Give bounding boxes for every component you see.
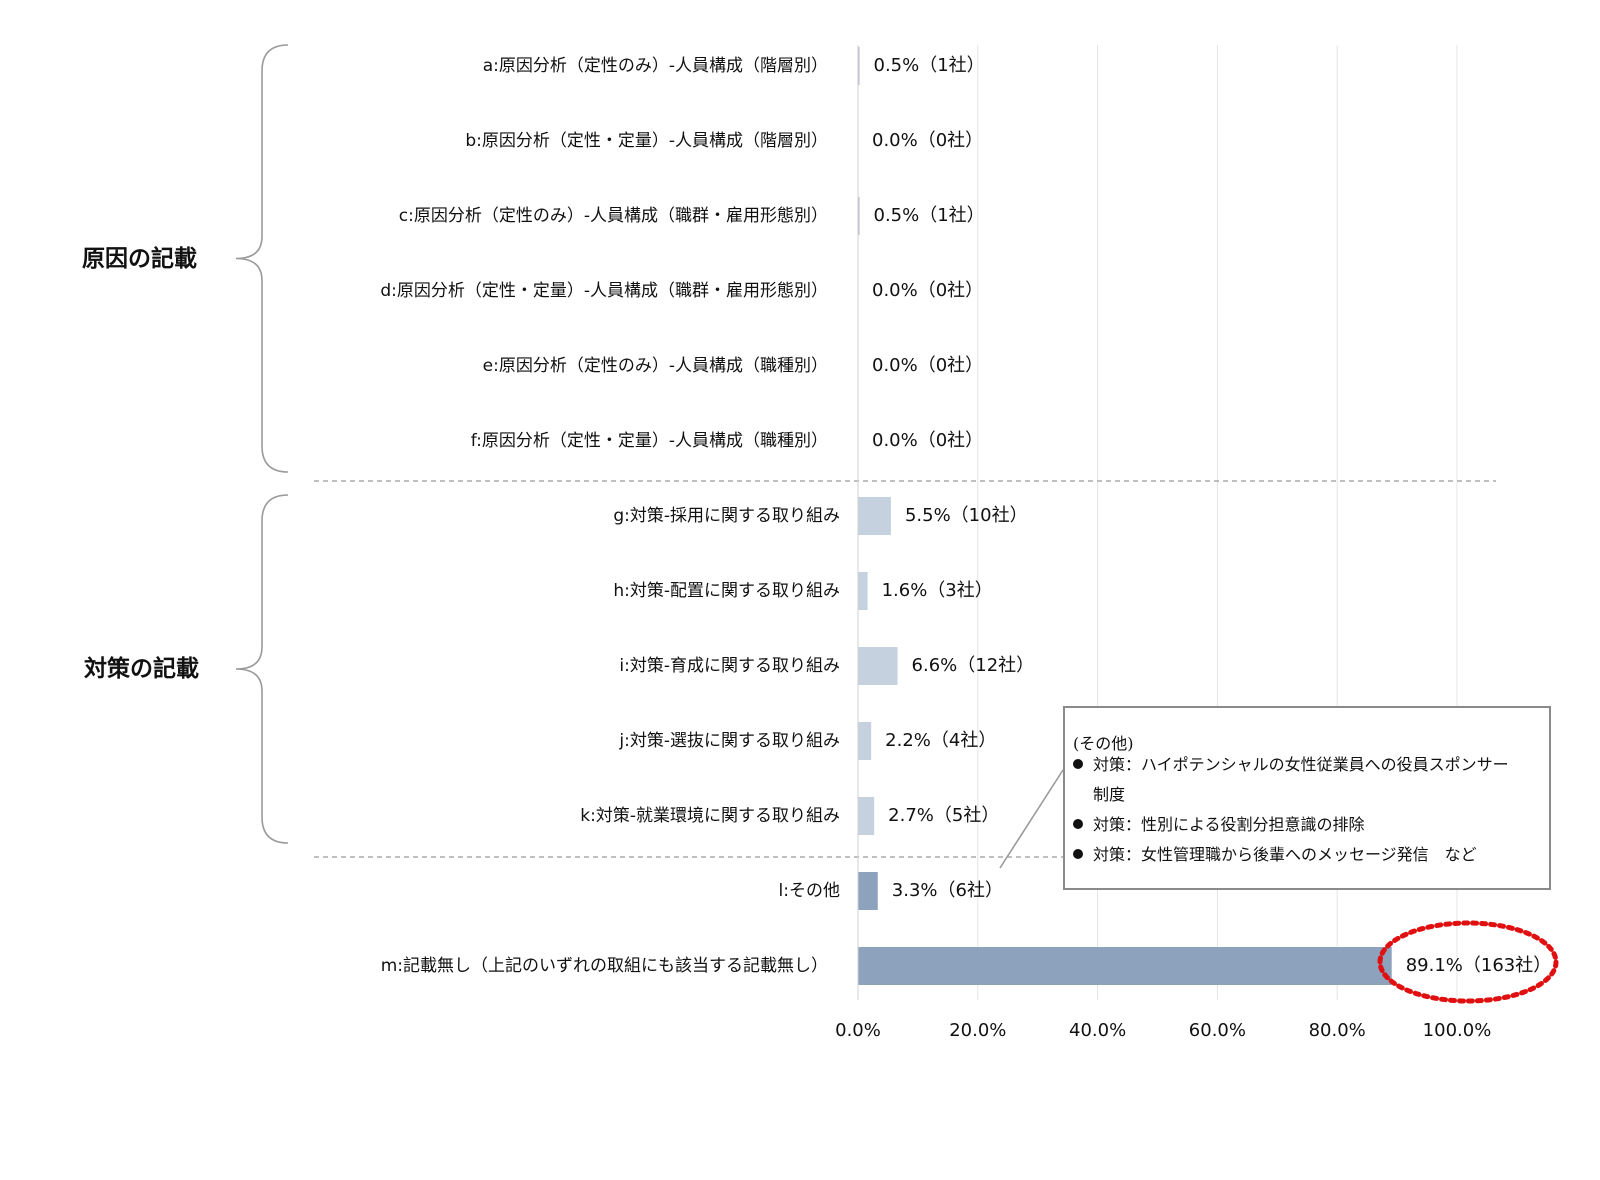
category-label: g:対策-採用に関する取り組み (613, 506, 840, 526)
category-label: d:原因分析（定性・定量）-人員構成（職群・雇用形態別） (380, 281, 828, 301)
annotation-item: 対策：女性管理職から後輩へのメッセージ発信 など (1073, 840, 1543, 870)
category-label: b:原因分析（定性・定量）-人員構成（階層別） (465, 131, 828, 151)
bar (858, 722, 872, 760)
bar (858, 47, 860, 85)
bar (858, 497, 891, 535)
x-tick-label: 40.0% (1069, 1020, 1127, 1041)
data-label: 2.7%（5社） (888, 805, 1000, 826)
x-tick-label: 20.0% (949, 1020, 1007, 1041)
category-label: l:その他 (778, 881, 840, 901)
brace (235, 494, 289, 844)
bullet-icon (1073, 848, 1083, 859)
category-label: h:対策-配置に関する取り組み (613, 581, 840, 601)
data-label: 1.6%（3社） (881, 580, 993, 601)
category-label: e:原因分析（定性のみ）-人員構成（職種別） (482, 356, 828, 376)
x-tick-label: 0.0% (835, 1020, 881, 1041)
data-label: 3.3%（6社） (891, 880, 1003, 901)
bar (858, 872, 878, 910)
data-label: 0.0%（0社） (872, 430, 984, 451)
data-label: 89.1%（163社） (1405, 955, 1552, 976)
x-tick-label: 60.0% (1188, 1020, 1246, 1041)
bar (858, 647, 898, 685)
annotation-item: 対策：ハイポテンシャルの女性従業員への役員スポンサー 制度 (1073, 750, 1543, 810)
bar (858, 797, 875, 835)
brace (235, 44, 289, 473)
group-label: 原因の記載 (82, 245, 197, 272)
bar (858, 197, 860, 235)
annotation-item: 対策：性別による役割分担意識の排除 (1073, 810, 1543, 840)
category-label: f:原因分析（定性・定量）-人員構成（職種別） (470, 431, 828, 451)
category-label: k:対策-就業環境に関する取り組み (580, 806, 840, 826)
bullet-icon (1073, 818, 1083, 829)
category-label: c:原因分析（定性のみ）-人員構成（職群・雇用形態別） (398, 206, 828, 226)
category-label: j:対策-選抜に関する取り組み (619, 731, 840, 751)
annotation-box: (その他) 対策：ハイポテンシャルの女性従業員への役員スポンサー 制度 対策：性… (1063, 706, 1551, 890)
annotation-title: (その他) (1073, 734, 1134, 753)
data-label: 6.6%（12社） (911, 655, 1035, 676)
bar (858, 572, 868, 610)
data-label: 0.0%（0社） (872, 355, 984, 376)
category-label: m:記載無し（上記のいずれの取組にも該当する記載無し） (380, 956, 828, 976)
data-label: 0.0%（0社） (872, 280, 984, 301)
highlight-ellipse (1377, 920, 1559, 1004)
bullet-icon (1073, 758, 1083, 769)
data-label: 5.5%（10社） (904, 505, 1028, 526)
category-label: i:対策-育成に関する取り組み (619, 656, 840, 676)
x-tick-label: 100.0% (1422, 1020, 1492, 1041)
data-label: 0.5%（1社） (873, 55, 985, 76)
category-label: a:原因分析（定性のみ）-人員構成（階層別） (482, 56, 828, 76)
x-tick-label: 80.0% (1308, 1020, 1366, 1041)
data-label: 0.5%（1社） (873, 205, 985, 226)
annotation-leader (999, 769, 1064, 869)
data-label: 0.0%（0社） (872, 130, 984, 151)
bar (858, 947, 1392, 985)
group-label: 対策の記載 (84, 656, 199, 682)
data-label: 2.2%（4社） (885, 730, 997, 751)
